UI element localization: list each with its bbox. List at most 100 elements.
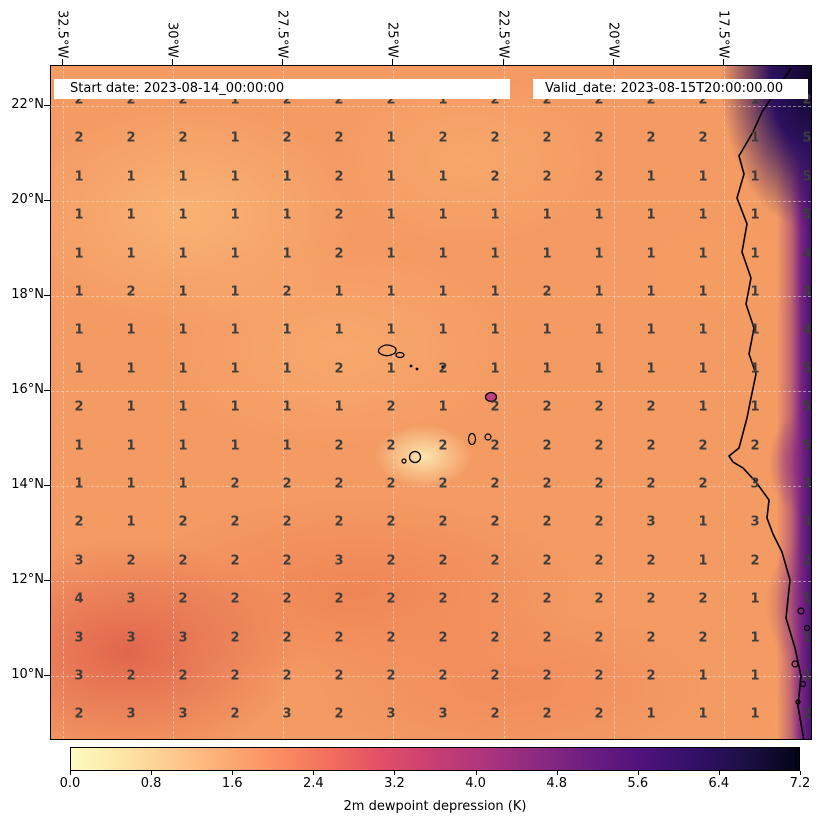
colorbar-tick-label: 3.2 (384, 776, 405, 791)
grid-value: 1 (646, 284, 656, 300)
grid-value: 1 (594, 322, 604, 338)
grid-value: 2 (646, 591, 656, 607)
grid-value: 2 (438, 553, 448, 569)
grid-value: 1 (698, 284, 708, 300)
grid-value: 1 (594, 361, 604, 377)
grid-value: 2 (126, 284, 136, 300)
grid-value: 2 (178, 591, 188, 607)
y-tick-mark (44, 580, 50, 581)
grid-value: 1 (178, 169, 188, 185)
graticule-line (173, 66, 174, 739)
grid-value: 2 (386, 591, 396, 607)
grid-value: 2 (178, 553, 188, 569)
grid-value: 2 (74, 706, 84, 722)
grid-value: 2 (438, 361, 448, 377)
grid-value: 3 (178, 706, 188, 722)
grid-value: 2 (282, 130, 292, 146)
grid-value: 3 (438, 706, 448, 722)
grid-value: 2 (594, 706, 604, 722)
grid-value: 3 (386, 706, 396, 722)
grid-value: 1 (750, 706, 760, 722)
grid-value: 2 (230, 668, 240, 684)
grid-value: 2 (74, 514, 84, 530)
grid-value: 2 (438, 630, 448, 646)
grid-value: 2 (542, 92, 552, 108)
grid-value: 2 (490, 476, 500, 492)
grid-value: 2 (282, 92, 292, 108)
grid-value: 1 (74, 207, 84, 223)
grid-value: 2 (542, 130, 552, 146)
grid-value: 1 (386, 284, 396, 300)
grid-value: 5 (802, 438, 812, 454)
colorbar-tick-mark (718, 771, 720, 775)
grid-value: 1 (802, 668, 812, 684)
graticule-line (283, 66, 284, 739)
grid-value: 1 (126, 438, 136, 454)
grid-value: 2 (594, 553, 604, 569)
grid-value: 2 (490, 130, 500, 146)
grid-value: 3 (282, 706, 292, 722)
grid-value: 2 (386, 514, 396, 530)
grid-value: 2 (230, 553, 240, 569)
island-dot (409, 364, 413, 368)
colorbar-tick-label: 7.2 (789, 776, 811, 791)
colorbar-label: 2m dewpoint depression (K) (343, 799, 527, 814)
grid-value: 2 (594, 630, 604, 646)
grid-value: 2 (334, 92, 344, 108)
grid-value: 2 (750, 438, 760, 454)
graticule-line (393, 66, 394, 739)
grid-value: 2 (646, 476, 656, 492)
x-tick-mark (392, 59, 393, 65)
grid-value: 1 (126, 322, 136, 338)
island-dot (415, 367, 419, 371)
colorbar-tick-mark (70, 771, 71, 775)
grid-value: 2 (594, 476, 604, 492)
grid-value: 2 (386, 668, 396, 684)
grid-value: 1 (230, 169, 240, 185)
grid-value: 1 (126, 399, 136, 415)
y-tick-mark (44, 390, 50, 391)
grid-value: 2 (646, 399, 656, 415)
grid-value: 1 (594, 207, 604, 223)
grid-value: 3 (178, 630, 188, 646)
grid-value: 1 (750, 591, 760, 607)
grid-value: 1 (178, 476, 188, 492)
grid-value: 2 (334, 361, 344, 377)
grid-value: 1 (282, 399, 292, 415)
grid-value: 1 (490, 361, 500, 377)
grid-value: 1 (594, 284, 604, 300)
grid-value: 1 (750, 130, 760, 146)
x-tick-mark (503, 59, 504, 65)
grid-value: 2 (490, 591, 500, 607)
grid-value: 1 (594, 246, 604, 262)
grid-value: 1 (750, 246, 760, 262)
grid-value: 1 (750, 630, 760, 646)
grid-value: 2 (542, 169, 552, 185)
grid-value: 1 (126, 476, 136, 492)
grid-value: 1 (750, 284, 760, 300)
grid-value: 1 (438, 399, 448, 415)
grid-value: 2 (698, 92, 708, 108)
grid-value: 2 (126, 130, 136, 146)
grid-value: 1 (646, 246, 656, 262)
grid-value: 3 (750, 476, 760, 492)
grid-value: 4 (802, 246, 812, 262)
grid-value: 1 (698, 361, 708, 377)
grid-value: 2 (438, 591, 448, 607)
grid-value: 2 (178, 668, 188, 684)
grid-value: 2 (490, 706, 500, 722)
x-tick-label: 22.5°W (495, 9, 511, 58)
grid-value: 1 (490, 322, 500, 338)
graticule-line (51, 201, 811, 202)
grid-value: 1 (178, 399, 188, 415)
grid-value: 1 (490, 284, 500, 300)
grid-value: 5 (802, 169, 812, 185)
y-tick-label: 18°N (11, 287, 44, 302)
grid-value: 5 (802, 130, 812, 146)
grid-value: 2 (386, 553, 396, 569)
grid-value: 2 (594, 591, 604, 607)
grid-value: 1 (230, 92, 240, 108)
grid-value: 2 (334, 706, 344, 722)
grid-value: 2 (438, 130, 448, 146)
colorbar-tick-mark (313, 771, 315, 775)
